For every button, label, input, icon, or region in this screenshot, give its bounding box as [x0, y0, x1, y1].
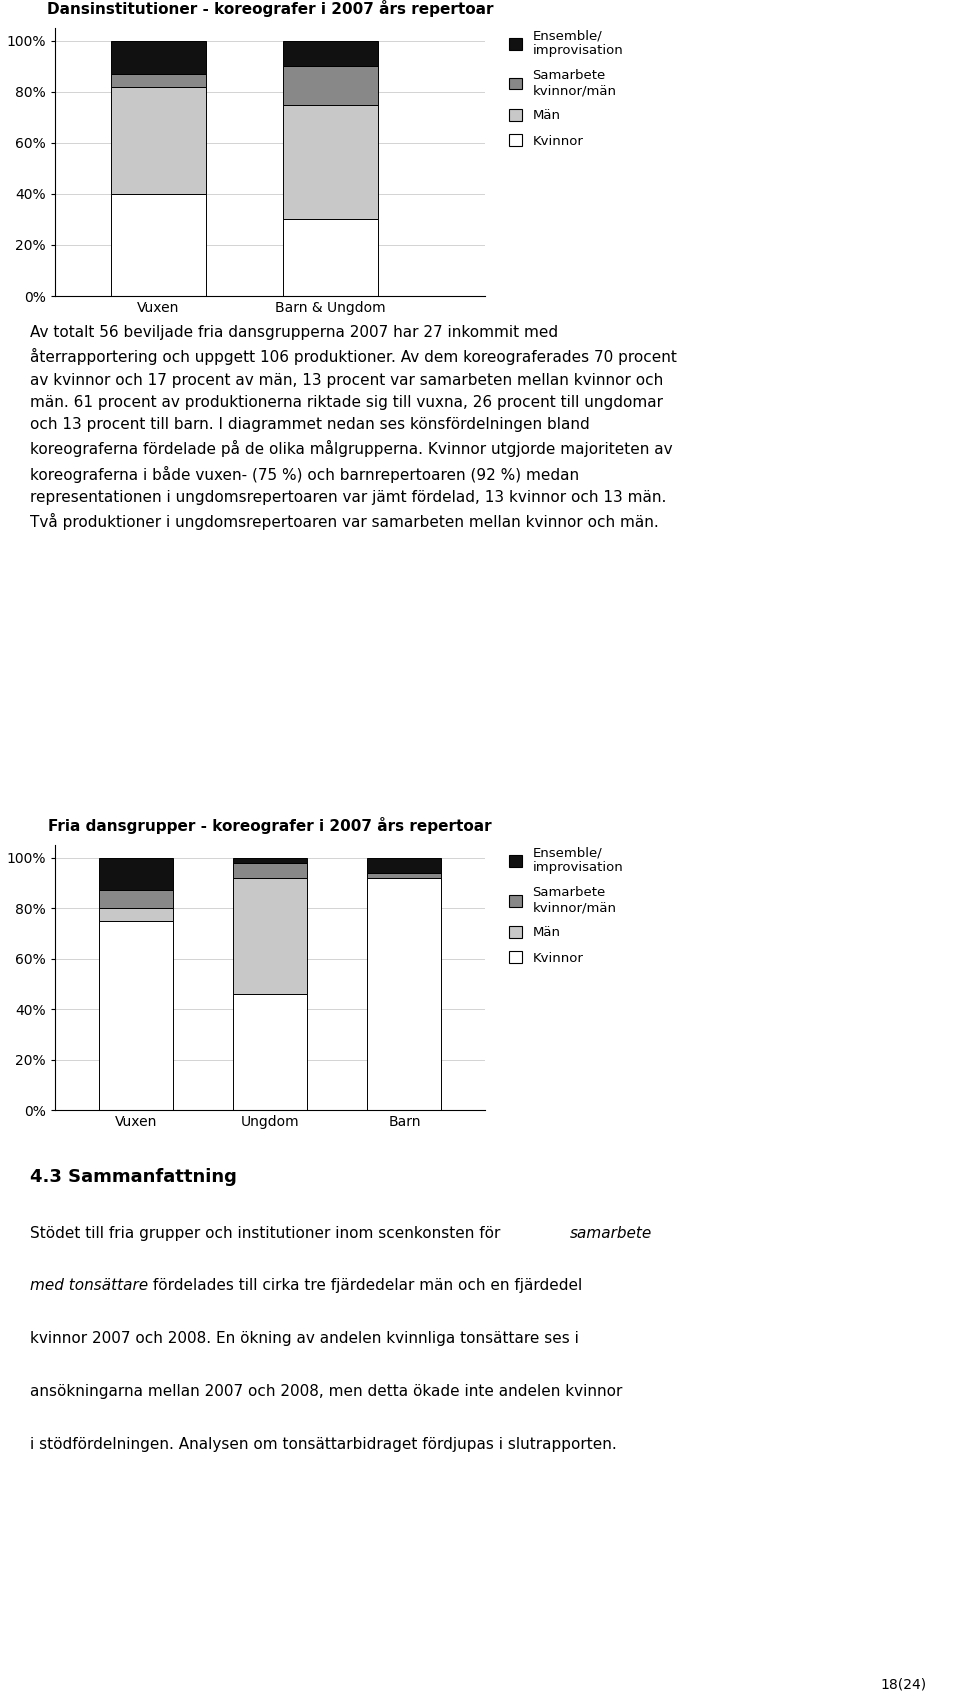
Bar [111, 73, 205, 87]
Text: ansökningarna mellan 2007 och 2008, men detta ökade inte andelen kvinnor: ansökningarna mellan 2007 och 2008, men … [30, 1384, 622, 1399]
Bar [99, 921, 173, 1110]
Bar [233, 994, 307, 1110]
Text: Av totalt 56 beviljade fria dansgrupperna 2007 har 27 inkommit med
återrapporter: Av totalt 56 beviljade fria dansgruppern… [30, 325, 677, 530]
Text: fördelades till cirka tre fjärdedelar män och en fjärdedel: fördelades till cirka tre fjärdedelar mä… [148, 1278, 583, 1294]
Bar [99, 908, 173, 921]
Legend: Ensemble/
improvisation, Samarbete
kvinnor/män, Män, Kvinnor: Ensemble/ improvisation, Samarbete kvinn… [509, 29, 623, 148]
Bar [368, 857, 442, 872]
Text: Stödet till fria grupper och institutioner inom scenkonsten för: Stödet till fria grupper och institution… [30, 1226, 505, 1241]
Title: Dansinstitutioner - koreografer i 2007 års repertoar: Dansinstitutioner - koreografer i 2007 å… [47, 0, 493, 17]
Text: kvinnor 2007 och 2008. En ökning av andelen kvinnliga tonsättare ses i: kvinnor 2007 och 2008. En ökning av ande… [30, 1331, 579, 1346]
Text: 4.3 Sammanfattning: 4.3 Sammanfattning [30, 1168, 237, 1187]
Bar [283, 41, 377, 66]
Bar [233, 877, 307, 994]
Bar [283, 66, 377, 105]
Bar [283, 105, 377, 219]
Bar [283, 219, 377, 296]
Bar [233, 857, 307, 862]
Bar [233, 862, 307, 877]
Bar [368, 872, 442, 877]
Text: i stödfördelningen. Analysen om tonsättarbidraget fördjupas i slutrapporten.: i stödfördelningen. Analysen om tonsätta… [30, 1436, 616, 1452]
Text: 18(24): 18(24) [880, 1678, 926, 1692]
Bar [111, 41, 205, 73]
Bar [111, 194, 205, 296]
Bar [111, 87, 205, 194]
Legend: Ensemble/
improvisation, Samarbete
kvinnor/män, Män, Kvinnor: Ensemble/ improvisation, Samarbete kvinn… [509, 847, 623, 966]
Title: Fria dansgrupper - koreografer i 2007 års repertoar: Fria dansgrupper - koreografer i 2007 år… [48, 818, 492, 835]
Bar [99, 857, 173, 891]
Text: med tonsättare: med tonsättare [30, 1278, 148, 1294]
Text: samarbete: samarbete [569, 1226, 652, 1241]
Bar [368, 877, 442, 1110]
Bar [99, 891, 173, 908]
